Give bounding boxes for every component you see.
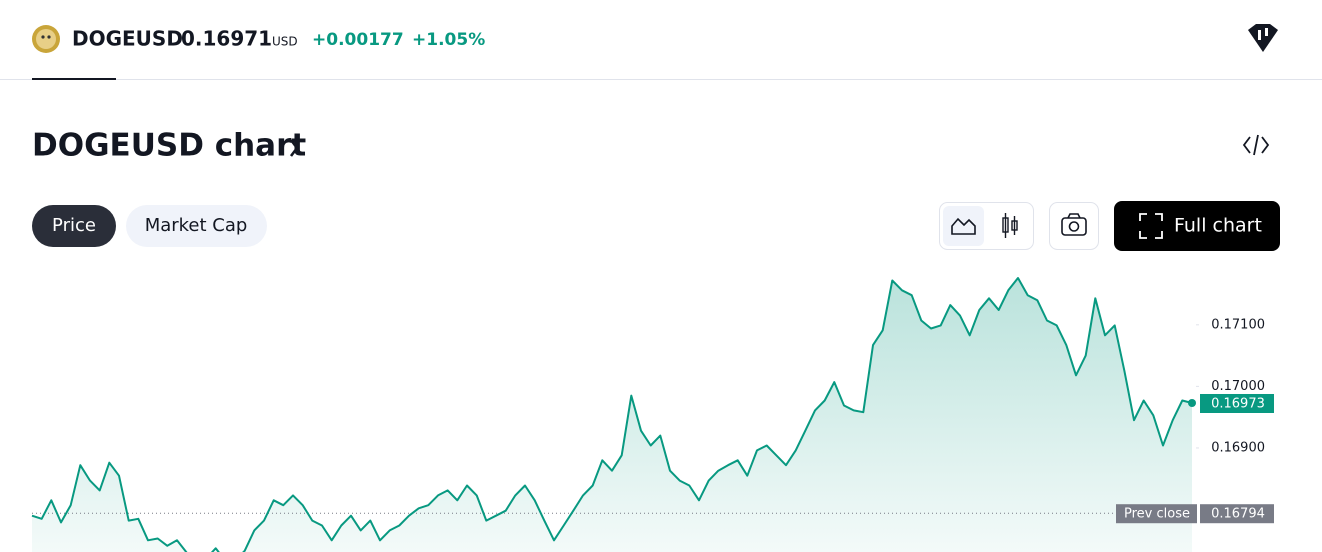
prev-close-label: Prev close — [1124, 507, 1190, 522]
price-chart: 0.16900 0.17000 0.17100 0.16973 Prev close 0.… — [31, 277, 1274, 552]
coin-logo-eye — [41, 35, 45, 39]
y-tick-label: 0.17000 — [1211, 379, 1265, 394]
section-title[interactable]: DOGEUSD chart — [32, 128, 306, 164]
button-label: Full chart — [1174, 215, 1262, 237]
badge-shape — [1248, 24, 1278, 52]
camera-icon — [1061, 217, 1087, 236]
price-area — [32, 278, 1192, 552]
y-tick-label: 0.16900 — [1211, 440, 1265, 455]
currency: USD — [272, 35, 298, 49]
last-price-label: 0.16973 — [1211, 396, 1265, 411]
plot-area — [31, 277, 1193, 552]
button-background — [1049, 202, 1099, 250]
tab-background — [32, 205, 116, 247]
tab-label: Price — [52, 215, 96, 236]
symbol: DOGEUSD — [72, 27, 183, 51]
embed-icon — [1242, 134, 1270, 156]
chevron-icon — [289, 139, 299, 157]
badge-candle — [1258, 30, 1261, 40]
full-chart-button[interactable]: Full chart — [1114, 201, 1280, 251]
last-point — [1188, 398, 1196, 407]
tab-market-cap[interactable]: Market Cap — [126, 205, 267, 247]
y-tick-label: 0.17100 — [1211, 317, 1265, 332]
area-icon — [951, 217, 976, 235]
prev-close-value-tag — [1200, 504, 1274, 524]
embed-button[interactable] — [1242, 134, 1270, 156]
fullscreen-icon — [1139, 213, 1163, 239]
tab-price[interactable]: Price — [32, 205, 116, 247]
badge-candle — [1265, 28, 1268, 36]
coin-logo-eye — [47, 35, 51, 39]
camera-icon — [1068, 221, 1080, 232]
pro-badge[interactable] — [1248, 24, 1278, 52]
coin-logo-face — [36, 29, 56, 49]
prev-close-value: 0.16794 — [1211, 507, 1265, 522]
button-background — [943, 206, 984, 246]
camera-icon — [1067, 213, 1081, 219]
price-line — [31, 277, 1193, 552]
change: +0.00177 — [312, 30, 404, 50]
snapshot-button[interactable] — [1049, 202, 1099, 250]
symbol-header: DOGEUSD 0.16971 USD +0.00177 +1.05% — [0, 24, 1322, 80]
prev-close-tag — [1116, 504, 1197, 524]
change-percent: +1.05% — [412, 30, 485, 50]
last-price-tag — [1200, 393, 1274, 413]
tab-background — [126, 205, 267, 247]
area-style-button[interactable] — [943, 206, 984, 246]
tab-label: Market Cap — [145, 215, 248, 236]
price: 0.16971 — [181, 27, 272, 51]
candle-style-button[interactable] — [1002, 213, 1018, 238]
